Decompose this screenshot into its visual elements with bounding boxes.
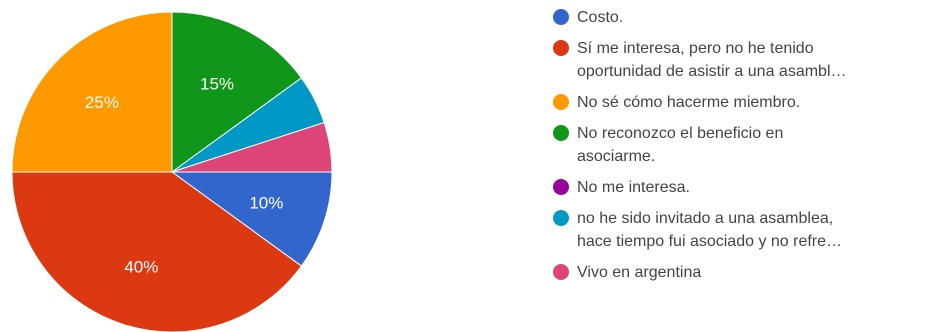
legend-item: Sí me interesa, pero no he tenido oportun… bbox=[553, 37, 938, 83]
legend-label: Costo. bbox=[577, 6, 623, 29]
legend-label: no he sido invitado a una asamblea, hace … bbox=[577, 207, 842, 253]
pie-slice bbox=[171, 11, 303, 173]
legend-dot-icon bbox=[553, 210, 569, 226]
legend: Costo. Sí me interesa, pero no he tenido o… bbox=[553, 6, 938, 292]
legend-label-line: oportunidad de asistir a una asambl… bbox=[577, 63, 847, 80]
legend-label-line: No me interesa. bbox=[577, 179, 690, 196]
legend-label-line: Sí me interesa, pero no he tenido bbox=[577, 40, 814, 57]
legend-dot-icon bbox=[553, 179, 569, 195]
legend-dot-icon bbox=[553, 264, 569, 280]
legend-label-line: Vivo en argentina bbox=[577, 264, 702, 281]
legend-label-line: No sé cómo hacerme miembro. bbox=[577, 94, 801, 111]
pie-slice bbox=[171, 121, 333, 173]
slice-label: 15% bbox=[200, 75, 234, 94]
legend-label-line: no he sido invitado a una asamblea, bbox=[577, 210, 834, 227]
legend-label-line: hace tiempo fui asociado y no refre… bbox=[577, 233, 843, 250]
legend-item: No reconozco el beneficio en asociarme. bbox=[553, 122, 938, 168]
legend-label-line: No reconozco el beneficio en bbox=[577, 125, 784, 142]
legend-item: No me interesa. bbox=[553, 176, 938, 199]
legend-item: no he sido invitado a una asamblea, hace … bbox=[553, 207, 938, 253]
slice-label: 10% bbox=[249, 194, 283, 213]
legend-item: Costo. bbox=[553, 6, 938, 29]
legend-dot-icon bbox=[553, 125, 569, 141]
pie-slice bbox=[11, 171, 303, 332]
legend-item: Vivo en argentina bbox=[553, 261, 938, 284]
pie-slice bbox=[11, 11, 173, 173]
pie-slice bbox=[170, 171, 333, 267]
slice-label: 25% bbox=[85, 93, 119, 112]
legend-dot-icon bbox=[553, 9, 569, 25]
legend-label-line: Costo. bbox=[577, 9, 624, 26]
pie-chart: 10% 40% 25% 15% bbox=[11, 11, 333, 332]
legend-dot-icon bbox=[553, 94, 569, 110]
legend-label: No sé cómo hacerme miembro. bbox=[577, 91, 800, 114]
legend-dot-icon bbox=[553, 40, 569, 56]
legend-label: No reconozco el beneficio en asociarme. bbox=[577, 122, 783, 168]
legend-label: Sí me interesa, pero no he tenido oportun… bbox=[577, 37, 847, 83]
legend-label-line: asociarme. bbox=[577, 148, 656, 165]
legend-label: No me interesa. bbox=[577, 176, 690, 199]
slice-label: 40% bbox=[124, 257, 158, 276]
legend-label: Vivo en argentina bbox=[577, 261, 701, 284]
legend-item: No sé cómo hacerme miembro. bbox=[553, 91, 938, 114]
